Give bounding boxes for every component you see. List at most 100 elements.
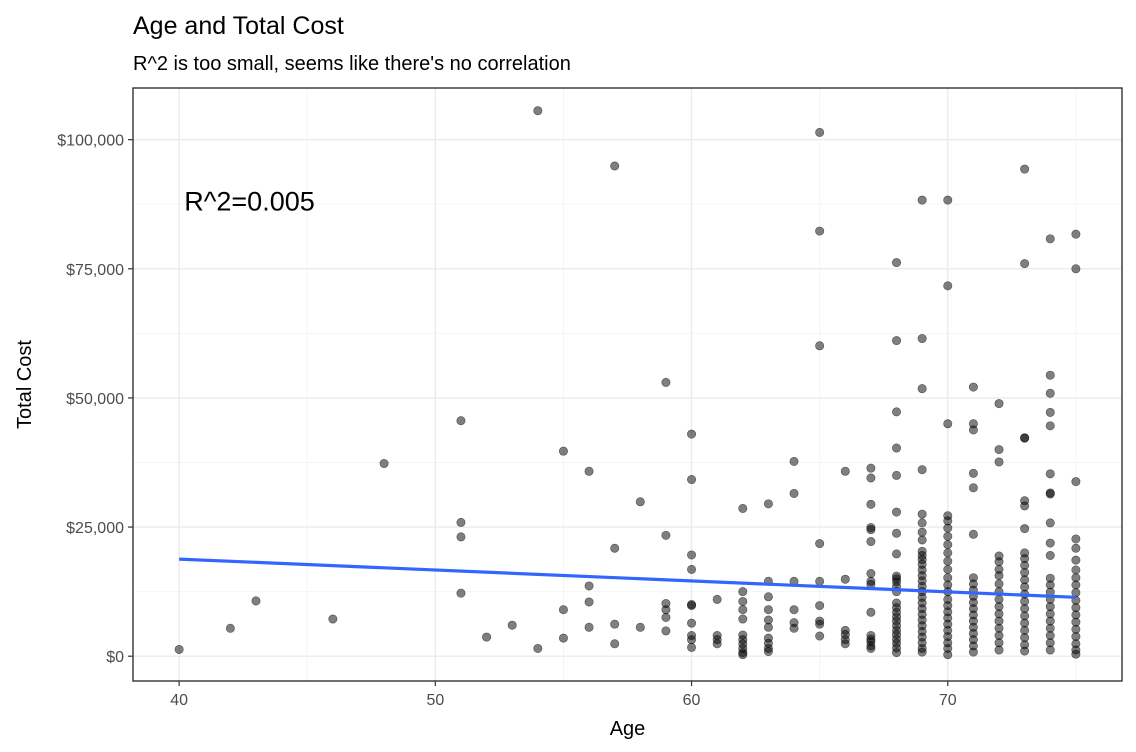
- data-point: [507, 620, 517, 630]
- data-point: [558, 633, 568, 643]
- data-point: [687, 601, 697, 611]
- x-tick-label: 60: [683, 692, 701, 709]
- data-point: [251, 596, 261, 606]
- data-point: [738, 596, 748, 606]
- data-point: [789, 456, 799, 466]
- data-point: [892, 336, 902, 346]
- data-point: [994, 645, 1004, 655]
- data-point: [687, 550, 697, 560]
- data-point: [584, 622, 594, 632]
- data-point: [943, 195, 953, 205]
- data-point: [789, 488, 799, 498]
- data-point: [917, 518, 927, 528]
- data-point: [763, 499, 773, 509]
- data-point: [1071, 580, 1081, 590]
- data-point: [712, 639, 722, 649]
- data-point: [738, 614, 748, 624]
- data-point: [661, 530, 671, 540]
- data-point: [943, 556, 953, 566]
- data-point: [815, 226, 825, 236]
- data-point: [917, 647, 927, 657]
- data-point: [968, 425, 978, 435]
- data-point: [943, 281, 953, 291]
- data-point: [892, 507, 902, 517]
- data-point: [866, 463, 876, 473]
- data-point: [584, 581, 594, 591]
- data-point: [1071, 555, 1081, 565]
- data-point: [687, 618, 697, 628]
- data-point: [635, 497, 645, 507]
- data-point: [712, 594, 722, 604]
- data-point: [687, 475, 697, 485]
- data-point: [866, 525, 876, 535]
- data-point: [892, 470, 902, 480]
- data-point: [738, 503, 748, 513]
- data-point: [892, 549, 902, 559]
- data-point: [815, 539, 825, 549]
- data-point: [533, 643, 543, 653]
- data-point: [994, 557, 1004, 567]
- data-point: [1071, 649, 1081, 659]
- data-point: [661, 626, 671, 636]
- data-point: [892, 407, 902, 417]
- data-point: [610, 161, 620, 171]
- data-point: [789, 623, 799, 633]
- data-point: [379, 459, 389, 469]
- data-point: [456, 416, 466, 426]
- data-point: [917, 195, 927, 205]
- data-point: [635, 622, 645, 632]
- data-point: [687, 642, 697, 652]
- data-point: [968, 483, 978, 493]
- data-point: [840, 466, 850, 476]
- data-point: [1045, 370, 1055, 380]
- data-point: [1071, 477, 1081, 487]
- x-tick-label: 50: [426, 692, 444, 709]
- data-point: [994, 457, 1004, 467]
- data-point: [840, 639, 850, 649]
- data-point: [1020, 259, 1030, 269]
- data-point: [687, 429, 697, 439]
- data-point: [994, 579, 1004, 589]
- data-point: [533, 106, 543, 116]
- data-point: [943, 548, 953, 558]
- data-point: [815, 631, 825, 641]
- data-point: [943, 564, 953, 574]
- data-point: [968, 647, 978, 657]
- data-point: [917, 535, 927, 545]
- grid-layer: [133, 88, 1122, 681]
- data-point: [1071, 543, 1081, 553]
- data-point: [866, 643, 876, 653]
- data-point: [917, 527, 927, 537]
- data-point: [610, 639, 620, 649]
- data-point: [1045, 234, 1055, 244]
- data-point: [840, 574, 850, 584]
- data-point: [917, 384, 927, 394]
- data-point: [943, 650, 953, 660]
- data-point: [558, 605, 568, 615]
- y-tick-label: $0: [106, 649, 124, 666]
- data-point: [789, 605, 799, 615]
- data-point: [328, 614, 338, 624]
- data-point: [892, 258, 902, 268]
- data-point: [763, 605, 773, 615]
- data-point: [866, 607, 876, 617]
- trend-layer: [179, 557, 1076, 599]
- data-point: [917, 334, 927, 344]
- axes-layer: 40 50 60 70 $0 $25,000 $50,000 $75,000 $100,000: [57, 133, 957, 709]
- data-point: [584, 597, 594, 607]
- data-point: [943, 419, 953, 429]
- data-point: [866, 537, 876, 547]
- data-point: [994, 445, 1004, 455]
- data-point: [917, 465, 927, 475]
- data-point: [994, 571, 1004, 581]
- y-tick-label: $100,000: [57, 133, 124, 150]
- x-tick-label: 70: [939, 692, 957, 709]
- data-point: [1071, 229, 1081, 239]
- data-point: [763, 622, 773, 632]
- data-point: [456, 588, 466, 598]
- y-tick-label: $25,000: [66, 520, 124, 537]
- data-point: [1071, 264, 1081, 274]
- data-point: [815, 341, 825, 351]
- data-point: [1045, 407, 1055, 417]
- data-point: [1020, 433, 1030, 443]
